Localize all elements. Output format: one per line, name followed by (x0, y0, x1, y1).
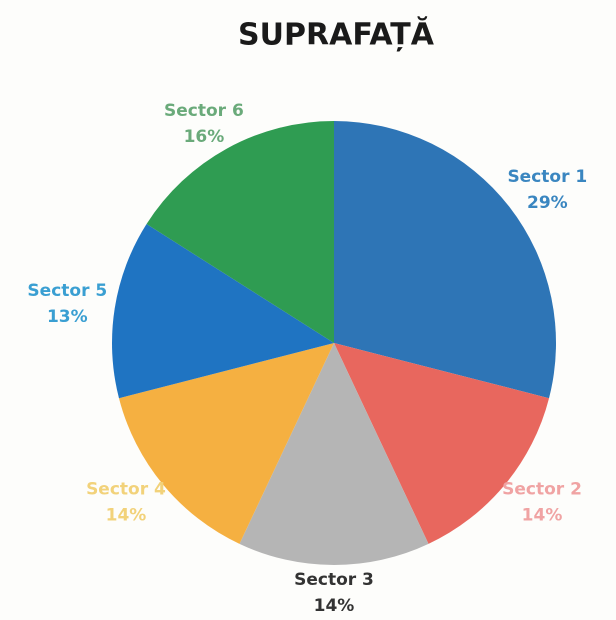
pie-slice (334, 121, 556, 399)
pie-slice (111, 224, 334, 399)
slice-label: Sector 3 (294, 570, 374, 590)
slice-label: Sector 2 (502, 479, 582, 499)
pie-slice (334, 343, 550, 544)
slice-label: Sector 4 (86, 479, 166, 499)
slice-value-label: 14% (314, 596, 355, 616)
slice-value-label: 29% (527, 193, 568, 213)
pie-slice (239, 343, 429, 565)
slice-value-label: 13% (47, 307, 88, 327)
slice-value-label: 14% (522, 505, 563, 525)
slice-label: Sector 6 (164, 101, 244, 121)
slice-label: Sector 5 (27, 281, 107, 301)
chart-title: SUPRAFAȚĂ (238, 16, 435, 53)
pie-slice (118, 343, 334, 544)
slice-value-label: 16% (184, 127, 225, 147)
pie-slice (146, 121, 334, 343)
slice-value-label: 14% (106, 505, 147, 525)
slice-label: Sector 1 (507, 167, 587, 187)
